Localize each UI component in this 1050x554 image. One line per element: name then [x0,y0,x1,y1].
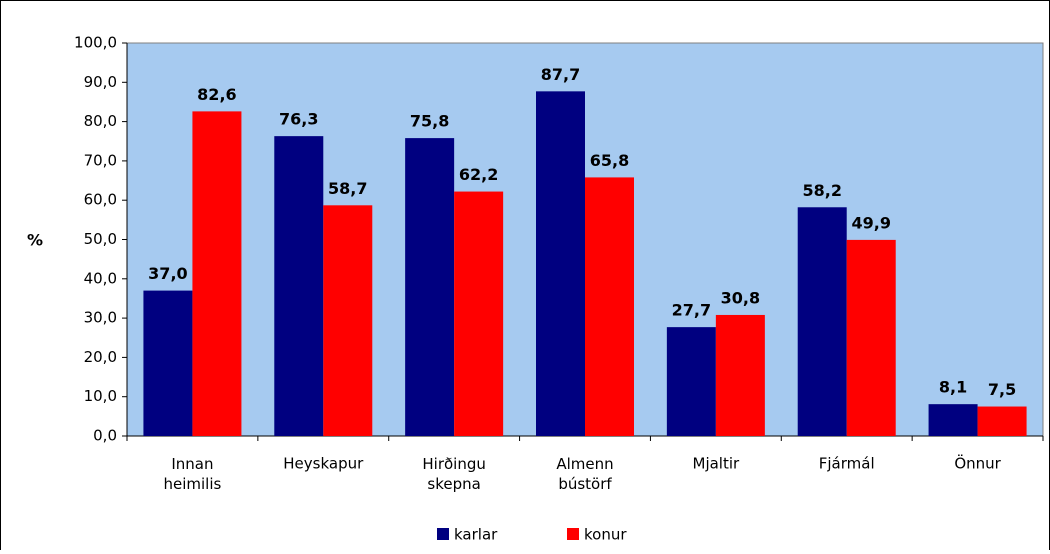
y-tick-label: 50,0 [84,230,117,248]
x-tick-label: Önnur [954,454,1001,473]
value-label: 58,2 [802,181,841,200]
value-label: 58,7 [328,179,367,198]
bar [928,404,978,436]
bar [846,239,896,436]
bar [405,138,455,436]
y-tick-label: 70,0 [84,151,117,169]
bar [797,207,847,436]
bar [323,205,373,436]
y-tick-label: 0,0 [93,427,117,445]
value-label: 87,7 [541,65,580,84]
x-tick-label: Hirðingu skepna [422,455,486,493]
y-tick-label: 10,0 [84,387,117,405]
value-label: 7,5 [988,380,1016,399]
bar [454,191,504,436]
legend-label: konur [584,526,627,544]
bar [143,290,193,436]
value-label: 65,8 [590,151,629,170]
bar [715,314,765,436]
x-tick-label: Mjaltir [693,455,741,473]
legend-swatch [567,528,579,540]
value-label: 27,7 [672,301,711,320]
bar [274,136,324,437]
bar [536,91,585,437]
y-tick-label: 40,0 [84,269,117,287]
value-label: 8,1 [939,378,967,397]
y-tick-label: 80,0 [84,112,117,130]
y-axis-label: % [27,231,43,250]
legend-swatch [437,528,449,540]
value-label: 75,8 [410,112,449,131]
value-label: 30,8 [721,288,760,307]
y-tick-label: 100,0 [74,34,117,52]
y-tick-label: 90,0 [84,73,117,91]
bar [192,111,242,436]
x-tick-label: Almenn bústörf [556,455,613,493]
x-tick-label: Heyskapur [283,455,364,473]
bar [585,177,634,436]
x-tick-label: Fjármál [819,455,875,473]
value-label: 37,0 [148,264,187,283]
x-tick-label: Innan heimilis [164,455,222,493]
value-label: 82,6 [197,85,236,104]
value-label: 76,3 [279,110,318,129]
bar [977,406,1027,436]
bar [666,327,716,436]
y-tick-label: 60,0 [84,191,117,209]
value-label: 49,9 [851,213,890,232]
value-label: 62,2 [459,165,498,184]
y-tick-label: 20,0 [84,348,117,366]
legend-label: karlar [454,526,498,544]
y-tick-label: 30,0 [84,309,117,327]
